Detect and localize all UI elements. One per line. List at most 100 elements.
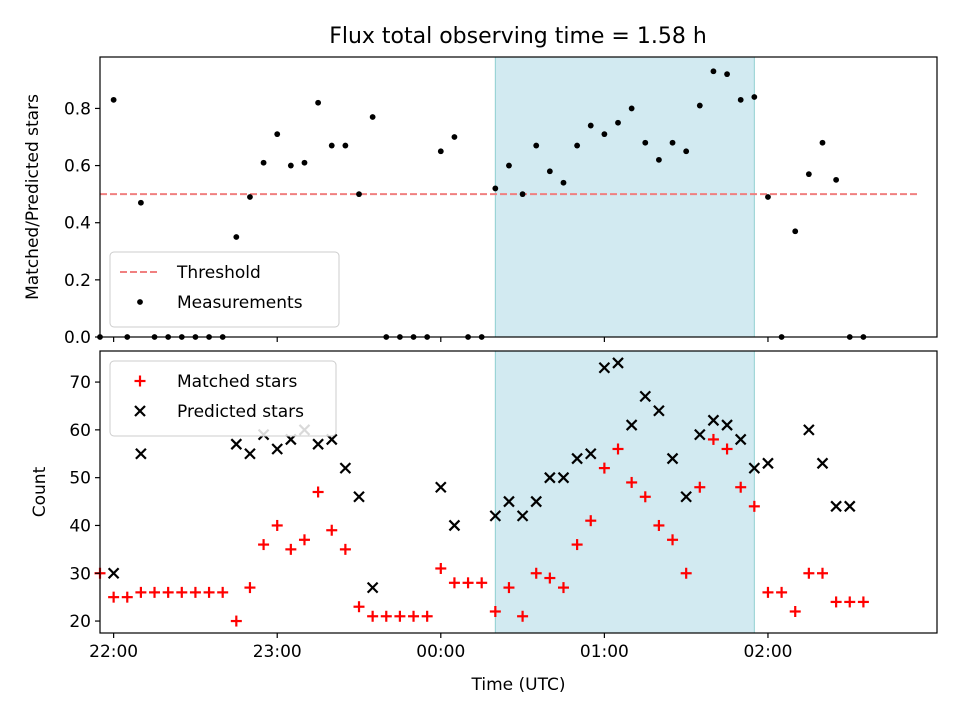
- measurements-point: [287, 162, 294, 169]
- measurements-point: [615, 119, 621, 126]
- matched-stars-point: [244, 582, 256, 594]
- matched-stars-point: [748, 500, 760, 512]
- matched-stars-point: [667, 534, 679, 546]
- predicted-stars-point: [530, 495, 542, 508]
- measurements-point: [560, 179, 567, 186]
- matched-stars-point: [203, 586, 215, 598]
- predicted-stars-point: [625, 419, 638, 431]
- predicted-stars-point: [721, 419, 733, 431]
- y-tick-label: 50: [69, 469, 91, 489]
- measurements-point: [792, 228, 799, 235]
- measurements-point: [328, 142, 335, 149]
- matched-stars-point: [298, 534, 310, 546]
- predicted-stars-point: [489, 510, 502, 522]
- y-tick-label: 0.2: [64, 271, 91, 291]
- matched-stars-point: [258, 539, 270, 551]
- matched-stars-point: [121, 591, 133, 603]
- y-tick-label: 40: [69, 516, 91, 536]
- predicted-stars-point: [666, 452, 679, 465]
- measurements-point: [765, 194, 771, 200]
- matched-stars-point: [162, 586, 174, 598]
- predicted-stars-point: [748, 462, 761, 474]
- measurements-point: [233, 234, 240, 240]
- predicted-stars-point: [312, 438, 324, 450]
- predicted-stars-point: [448, 519, 461, 532]
- y-tick-label: 0.4: [64, 214, 91, 234]
- y-tick-label: 60: [69, 421, 91, 441]
- measurements-point: [110, 96, 117, 103]
- matched-stars-point: [776, 586, 788, 598]
- predicted-stars-point: [244, 447, 256, 460]
- measurements-point: [819, 139, 826, 146]
- measurements-point: [642, 139, 649, 146]
- matched-stars-point: [367, 610, 379, 622]
- matched-stars-point: [135, 586, 147, 598]
- bottom-axes-frame: [99, 350, 938, 634]
- measurements-point: [737, 96, 744, 103]
- matched-stars-point: [626, 476, 638, 488]
- legend-measurements-swatch: [137, 299, 143, 305]
- matched-stars-point: [844, 596, 856, 608]
- predicted-stars-point: [762, 457, 774, 470]
- predicted-stars-point: [435, 481, 447, 493]
- measurements-point: [669, 139, 676, 146]
- measurements-point: [342, 142, 349, 149]
- legend-measurements-label: Measurements: [177, 293, 303, 313]
- matched-stars-point: [394, 610, 406, 622]
- measurements-point: [451, 134, 458, 140]
- predicted-stars-point: [639, 390, 652, 403]
- matched-stars-point: [489, 605, 501, 617]
- matched-stars-point: [149, 586, 161, 598]
- measurements-point: [751, 94, 758, 100]
- matched-stars-point: [312, 486, 324, 498]
- matched-stars-point: [285, 543, 297, 555]
- predicted-stars-point: [830, 500, 842, 513]
- measurements-point: [656, 156, 662, 163]
- predicted-stars-point: [557, 471, 570, 484]
- predicted-stars-point: [339, 462, 352, 474]
- predicted-stars-point: [366, 581, 379, 594]
- matched-stars-point: [230, 615, 242, 627]
- measurements-point: [519, 191, 526, 198]
- legend-threshold-label: Threshold: [176, 263, 261, 283]
- matched-stars-point: [339, 543, 351, 555]
- predicted-stars-point: [516, 510, 529, 522]
- predicted-stars-point: [707, 414, 720, 427]
- measurements-point: [696, 102, 703, 109]
- y-tick-label: 0.0: [64, 328, 91, 348]
- measurements-point: [437, 148, 444, 155]
- x-axis-label: Time (UTC): [471, 675, 566, 695]
- matched-stars-point: [448, 577, 460, 589]
- matched-stars-point: [517, 610, 529, 622]
- x-tick-label: 23:00: [253, 642, 302, 662]
- predicted-stars-point: [612, 357, 624, 369]
- matched-stars-point: [353, 601, 365, 613]
- matched-stars-point: [108, 591, 120, 603]
- measurements-point: [805, 171, 812, 178]
- measurements-point: [260, 159, 267, 166]
- measurements-point: [247, 194, 253, 200]
- measurements-point: [546, 168, 553, 175]
- bottom-legend: Matched stars Predicted stars: [109, 360, 337, 437]
- matched-stars-point: [585, 515, 597, 527]
- matched-stars-point: [598, 462, 610, 474]
- predicted-stars-point: [107, 567, 120, 580]
- observing-window-span: [494, 350, 755, 634]
- predicted-stars-point: [544, 471, 556, 484]
- predicted-stars-point: [803, 424, 815, 436]
- legend-predicted-stars-swatch: [134, 405, 146, 417]
- matched-stars-point: [530, 567, 542, 579]
- matched-stars-point: [694, 481, 706, 493]
- bottom-y-axis-label: Count: [30, 466, 50, 517]
- matched-stars-point: [176, 586, 188, 598]
- matched-stars-point: [189, 586, 201, 598]
- measurements-point: [587, 122, 594, 129]
- measurements-point: [369, 114, 376, 120]
- matched-stars-point: [503, 582, 515, 594]
- observing-window-span: [494, 56, 755, 338]
- predicted-stars-series: [107, 357, 856, 594]
- measurements-point: [833, 176, 840, 183]
- chart-title: Flux total observing time = 1.58 h: [329, 24, 707, 49]
- predicted-stars-point: [694, 428, 706, 441]
- predicted-stars-point: [135, 447, 147, 460]
